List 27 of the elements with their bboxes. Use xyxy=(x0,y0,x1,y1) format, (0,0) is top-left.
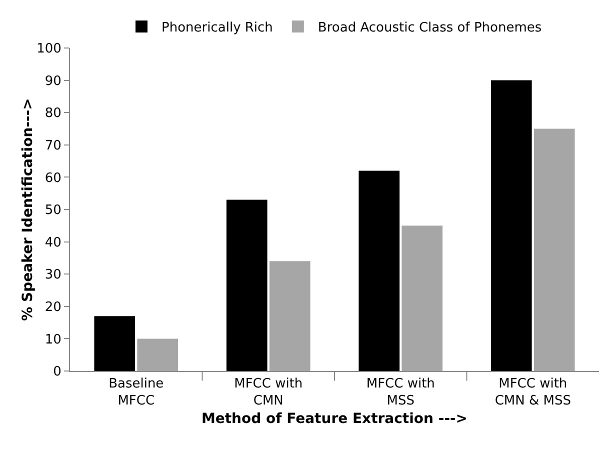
x-axis-title: Method of Feature Extraction ---> xyxy=(201,411,468,427)
x-tick-label: MFCC with CMN & MSS xyxy=(494,376,571,408)
bar xyxy=(94,316,136,371)
y-tick-label: 90 xyxy=(44,74,62,89)
y-tick-label: 0 xyxy=(53,364,62,380)
x-tick-label: MFCC with CMN xyxy=(234,376,303,408)
bar xyxy=(490,80,532,371)
legend-label: Broad Acoustic Class of Phonemes xyxy=(318,20,542,36)
bar xyxy=(269,261,310,371)
y-tick-label: 100 xyxy=(36,42,62,57)
y-axis-title: % Speaker Identification---> xyxy=(20,98,36,321)
legend-label: Phonerically Rich xyxy=(162,20,273,36)
x-tick-label: MFCC with MSS xyxy=(366,376,435,408)
y-tick-label: 50 xyxy=(44,203,62,218)
y-tick-label: 40 xyxy=(44,235,62,250)
bar xyxy=(226,200,268,371)
bar xyxy=(534,128,575,371)
y-tick-label: 70 xyxy=(44,138,62,154)
y-tick-label: 10 xyxy=(44,332,62,348)
y-tick-label: 80 xyxy=(44,106,62,122)
bar xyxy=(137,338,178,371)
x-tick-label: Baseline MFCC xyxy=(108,376,164,408)
bar xyxy=(358,170,400,371)
bar xyxy=(402,226,443,371)
y-tick-label: 30 xyxy=(44,268,62,283)
y-tick-label: 60 xyxy=(44,170,62,186)
y-tick-label: 20 xyxy=(44,300,62,315)
